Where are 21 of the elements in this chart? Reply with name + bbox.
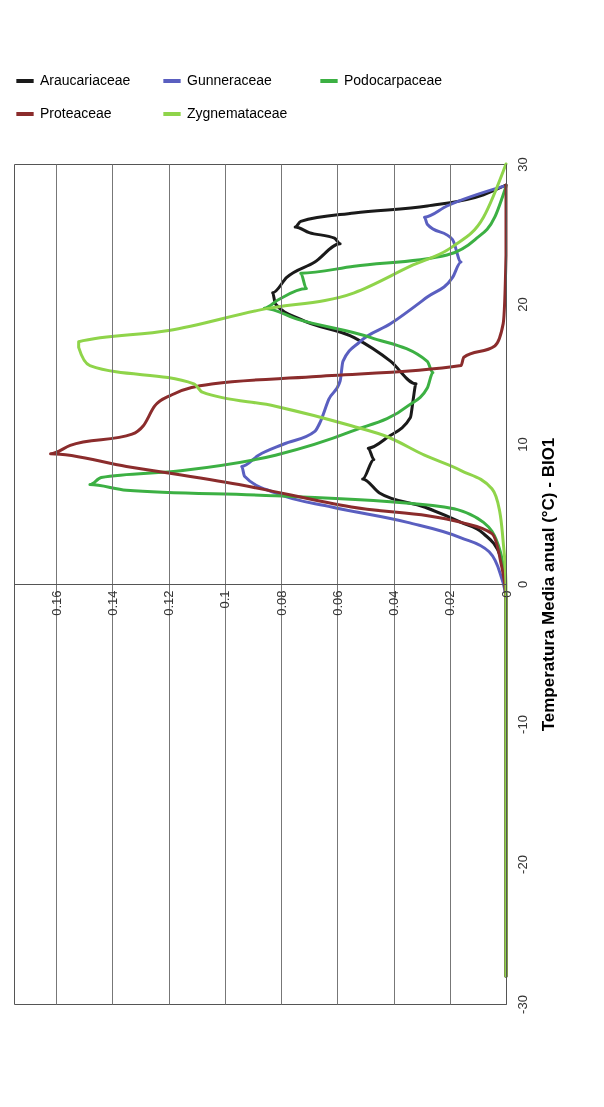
x-tick-label: 0.14 <box>104 590 120 616</box>
y-axis-title: Temperatura Media anual (°C) - BIO1 <box>538 437 558 732</box>
legend-label: Zygnemataceae <box>187 105 288 121</box>
legend-label: Podocarpaceae <box>344 72 443 88</box>
y-tick-label: -10 <box>514 715 530 734</box>
y-tick-label: -30 <box>514 995 530 1014</box>
x-tick-label: 0.02 <box>442 590 458 616</box>
x-tick-label: 0.12 <box>161 590 177 616</box>
x-tick-label: 0.06 <box>329 590 345 616</box>
legend-label: Proteaceae <box>40 105 112 121</box>
legend-label: Gunneraceae <box>187 72 273 88</box>
x-tick-label: 0.1 <box>217 590 233 609</box>
legend-label: Araucariaceae <box>40 72 131 88</box>
y-tick-label: 20 <box>514 297 530 312</box>
x-tick-label: 0.04 <box>386 590 402 616</box>
y-tick-label: 30 <box>514 157 530 172</box>
x-tick-label: 0.08 <box>273 590 289 616</box>
y-tick-label: 0 <box>514 580 530 589</box>
x-tick-label: 0.16 <box>48 590 64 616</box>
y-tick-label: 10 <box>514 437 530 452</box>
y-tick-label: -20 <box>514 855 530 874</box>
